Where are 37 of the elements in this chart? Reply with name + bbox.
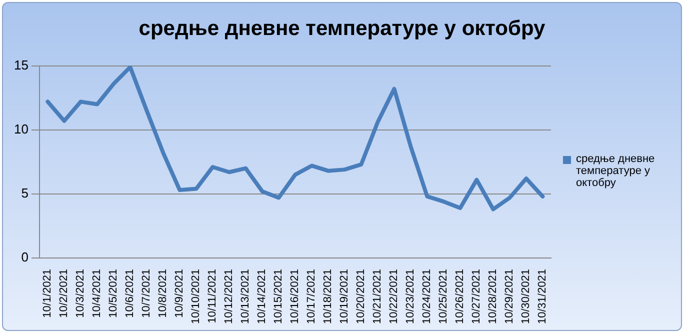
x-tick-label: 10/13/2021 <box>240 268 252 324</box>
x-tick-label: 10/5/2021 <box>108 268 120 318</box>
x-tick-label: 10/7/2021 <box>140 268 153 318</box>
x-tick-label: 10/11/2021 <box>206 268 219 324</box>
y-tick-label: 0 <box>21 250 28 265</box>
chart-title: средње дневне температуре у октобру <box>138 17 546 41</box>
x-tick-label: 10/27/2021 <box>470 268 483 324</box>
x-tick-label: 10/31/2021 <box>536 268 549 324</box>
x-tick-label: 10/18/2021 <box>322 268 334 324</box>
x-tick-label: 10/30/2021 <box>520 268 532 324</box>
x-tick-label: 10/3/2021 <box>74 268 87 318</box>
x-tick-label: 10/15/2021 <box>272 268 285 324</box>
x-tick-label: 10/17/2021 <box>306 268 318 324</box>
x-tick-label: 10/21/2021 <box>372 268 384 324</box>
x-tick-label: 10/12/2021 <box>223 268 236 324</box>
y-tick-label: 5 <box>21 185 28 200</box>
x-tick-label: 10/24/2021 <box>421 268 434 324</box>
x-tick-label: 10/29/2021 <box>504 268 516 324</box>
x-tick-label: 10/16/2021 <box>289 268 302 324</box>
x-tick-label: 10/14/2021 <box>256 268 268 324</box>
x-tick-label: 10/26/2021 <box>454 268 466 324</box>
y-tick-label: 10 <box>14 121 28 136</box>
x-tick-label: 10/10/2021 <box>190 268 202 324</box>
x-tick-label: 10/6/2021 <box>124 268 136 318</box>
x-tick-label: 10/22/2021 <box>388 268 400 324</box>
x-tick-label: 10/9/2021 <box>174 268 186 318</box>
x-tick-label: 10/8/2021 <box>157 268 170 318</box>
x-tick-label: 10/1/2021 <box>42 268 54 318</box>
x-tick-label: 10/4/2021 <box>91 268 104 318</box>
x-tick-label: 10/28/2021 <box>487 268 500 324</box>
x-tick-label: 10/25/2021 <box>438 268 450 324</box>
x-tick-label: 10/20/2021 <box>355 268 368 324</box>
y-tick-label: 15 <box>14 57 28 72</box>
x-tick-label: 10/19/2021 <box>338 268 351 324</box>
x-tick-label: 10/23/2021 <box>404 268 417 324</box>
legend-label: средње дневне температуре у октобру <box>576 153 656 189</box>
x-tick-label: 10/2/2021 <box>58 268 70 318</box>
